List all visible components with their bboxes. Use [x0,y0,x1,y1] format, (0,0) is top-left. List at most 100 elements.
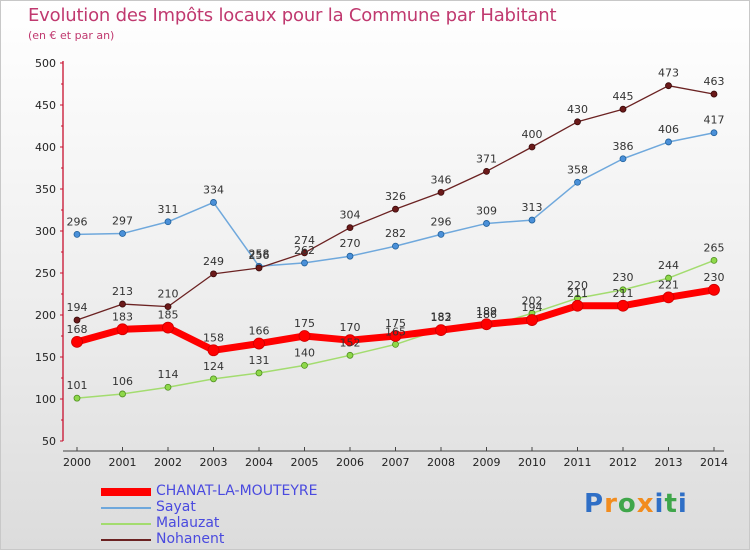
data-point-malauzat [665,274,672,282]
data-point-malauzat [164,383,172,391]
y-tick-label: 300 [35,225,56,238]
data-point-malauzat [210,375,217,383]
data-point-sayat [210,199,217,206]
legend-swatch-sayat [101,507,151,509]
data-label-malauzat: 114 [158,368,179,381]
data-point-sayat [619,155,627,163]
data-label-malauzat: 106 [112,375,133,388]
data-point-chanat [526,314,538,326]
legend-label-nohanent: Nohanent [156,531,225,547]
data-point-sayat [346,252,354,260]
data-label-sayat: 270 [340,237,361,250]
data-point-chanat [708,283,720,296]
data-label-nohanent: 400 [522,128,543,141]
legend-swatch-malauzat [101,523,151,525]
data-point-nohanent [164,303,172,311]
data-label-chanat: 166 [249,325,270,338]
data-point-nohanent [665,82,672,90]
data-point-nohanent [437,188,445,196]
data-point-chanat [435,324,447,337]
data-point-chanat [162,321,174,334]
data-point-chanat [662,291,675,304]
proxiti-logo: Proxiti [584,489,688,519]
y-tick-label: 250 [35,267,56,280]
data-label-sayat: 296 [67,215,88,228]
data-point-chanat [480,318,493,331]
legend-swatch-chanat [101,488,151,496]
data-label-chanat: 221 [658,278,679,291]
data-point-malauzat [710,256,718,264]
data-point-chanat [571,299,584,312]
data-label-malauzat: 124 [203,360,224,373]
data-point-malauzat [255,369,263,377]
data-point-sayat [392,242,399,250]
data-point-sayat [483,220,490,227]
data-label-nohanent: 430 [567,103,588,116]
data-label-chanat: 211 [613,287,634,300]
data-label-malauzat: 220 [567,279,588,292]
y-tick-label: 100 [35,393,56,406]
x-tick-label: 2012 [609,456,637,469]
x-tick-label: 2014 [700,456,728,469]
data-point-chanat [298,330,311,342]
data-label-nohanent: 326 [385,190,406,203]
data-label-chanat: 168 [67,323,88,336]
data-point-nohanent [710,90,718,98]
data-point-nohanent [210,270,217,278]
data-label-nohanent: 304 [340,209,361,222]
legend-label-chanat: CHANAT-LA-MOUTEYRE [156,483,318,499]
data-label-sayat: 262 [294,244,315,257]
data-label-nohanent: 213 [112,285,133,298]
data-point-sayat [301,259,308,267]
x-tick-label: 2004 [245,456,273,469]
data-point-sayat [665,138,672,146]
x-tick-label: 2011 [564,456,592,469]
data-point-nohanent [346,224,354,232]
data-label-malauzat: 140 [294,346,315,359]
chart-subtitle: (en € et par an) [28,29,115,42]
data-label-nohanent: 445 [613,90,634,103]
data-label-chanat: 189 [476,305,497,318]
data-label-sayat: 417 [704,114,725,127]
data-label-malauzat: 202 [522,294,543,307]
data-point-malauzat [346,351,354,359]
x-tick-label: 2013 [655,456,683,469]
legend-item-nohanent: Nohanent [101,531,361,551]
data-label-chanat: 183 [112,310,133,323]
data-point-nohanent [73,316,81,324]
x-tick-label: 2002 [154,456,182,469]
data-point-malauzat [301,361,308,369]
y-tick-label: 450 [35,99,56,112]
data-label-sayat: 309 [476,204,497,217]
data-label-chanat: 211 [567,287,588,300]
data-label-malauzat: 101 [67,379,88,392]
data-point-sayat [574,178,581,186]
series-lines [71,82,720,402]
data-label-sayat: 282 [385,227,406,240]
axes: 50 100 150 200 250 300 350 400 450 500 2000 2001 200… [35,57,728,469]
data-point-malauzat [73,394,81,402]
data-point-malauzat [619,286,627,294]
series-chanat [71,283,720,357]
data-label-malauzat: 186 [476,308,497,321]
data-label-malauzat: 244 [658,259,679,272]
data-point-sayat [164,218,172,226]
data-point-chanat [71,335,83,348]
legend-item-chanat: CHANAT-LA-MOUTEYRE [101,483,361,503]
data-point-nohanent [619,105,627,113]
data-label-nohanent: 210 [158,288,179,301]
data-point-chanat [207,344,220,357]
data-label-chanat: 158 [203,331,224,344]
data-label-chanat: 182 [431,311,452,324]
series-sayat [73,129,718,270]
data-label-nohanent: 194 [67,301,88,314]
data-label-malauzat: 165 [385,325,406,338]
x-tick-label: 2009 [473,456,501,469]
data-label-chanat: 185 [158,309,179,322]
series-malauzat [73,256,718,402]
data-label-nohanent: 473 [658,67,679,80]
chart-title: Evolution des Impôts locaux pour la Comm… [28,5,557,26]
x-tick-label: 2005 [291,456,319,469]
